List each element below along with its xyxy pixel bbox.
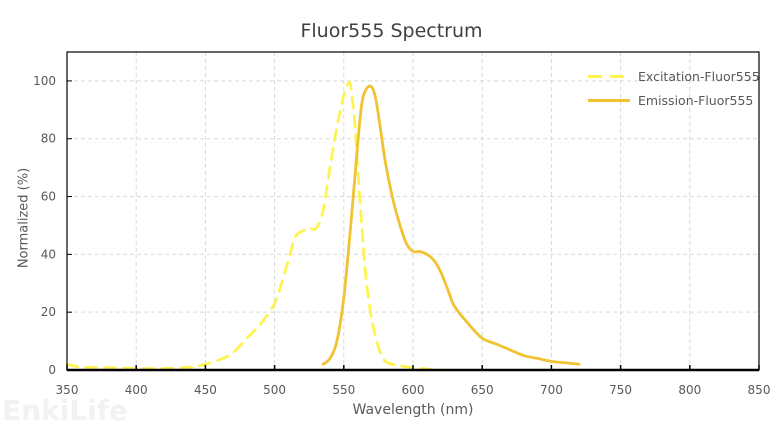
- x-tick-label: 650: [471, 383, 494, 397]
- y-tick-label: 80: [41, 132, 56, 146]
- y-tick-label: 100: [33, 74, 56, 88]
- watermark: EnkiLife: [2, 394, 128, 427]
- grid-lines: [67, 52, 759, 370]
- legend-label: Excitation-Fluor555: [638, 68, 760, 84]
- chart-title: Fluor555 Spectrum: [300, 20, 483, 42]
- x-tick-label: 350: [56, 383, 79, 397]
- y-tick-label: 0: [48, 363, 56, 377]
- x-tick-label: 400: [125, 383, 148, 397]
- solid-line-swatch-icon: [588, 98, 630, 102]
- legend: Excitation-Fluor555 Emission-Fluor555: [588, 64, 760, 112]
- x-tick-label: 600: [402, 383, 425, 397]
- dashed-line-swatch-icon: [588, 74, 630, 78]
- legend-item-excitation: Excitation-Fluor555: [588, 64, 760, 88]
- axes: [66, 51, 760, 372]
- x-tick-label: 500: [263, 383, 286, 397]
- x-tick-label: 450: [194, 383, 217, 397]
- y-tick-label: 20: [41, 305, 56, 319]
- x-tick-label: 750: [609, 383, 632, 397]
- y-tick-label: 60: [41, 190, 56, 204]
- x-tick-label: 800: [678, 383, 701, 397]
- x-tick-label: 850: [748, 383, 771, 397]
- legend-label: Emission-Fluor555: [638, 92, 754, 108]
- spectrum-curves: [65, 80, 581, 372]
- legend-item-emission: Emission-Fluor555: [588, 88, 760, 112]
- tick-labels: 350 400 450 500 550 600 650 700 750 800 850 0 20 40 60…: [33, 74, 770, 397]
- excitation-curve: [65, 80, 443, 372]
- x-tick-label: 550: [332, 383, 355, 397]
- x-axis-label: Wavelength (nm): [352, 402, 474, 418]
- y-tick-label: 40: [41, 247, 56, 261]
- x-tick-label: 700: [540, 383, 563, 397]
- emission-curve: [321, 84, 581, 366]
- y-axis-label: Normalized (%): [16, 167, 32, 269]
